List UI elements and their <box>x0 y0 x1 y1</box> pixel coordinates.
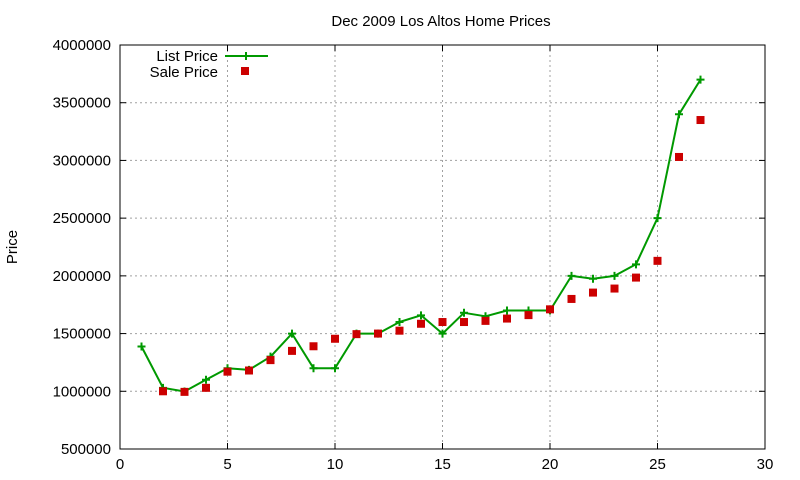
data-point-sale-price <box>331 334 339 343</box>
data-point-sale-price <box>266 356 275 365</box>
data-point-list-price <box>589 274 597 283</box>
x-tick-label: 15 <box>434 456 451 473</box>
data-point-sale-price <box>180 387 189 396</box>
data-point-list-price <box>567 271 576 280</box>
data-point-sale-price <box>309 342 318 351</box>
series-line-list-price <box>140 79 702 393</box>
y-tick-label: 3000000 <box>53 152 111 169</box>
series-sale-price <box>159 116 705 396</box>
data-point-sale-price <box>438 318 447 327</box>
series-layer <box>137 75 705 396</box>
data-point-sale-price <box>417 319 425 328</box>
x-tick-label: 10 <box>327 456 344 473</box>
x-tick-label: 25 <box>649 456 666 473</box>
y-tick-label: 2000000 <box>53 268 111 285</box>
data-point-sale-price <box>589 288 597 297</box>
data-point-sale-price <box>460 318 468 327</box>
data-point-list-price <box>632 260 640 269</box>
grid-lines <box>120 45 765 449</box>
legend: List Price Sale Price <box>150 48 268 81</box>
data-point-sale-price <box>696 116 705 125</box>
data-point-list-price <box>460 308 468 317</box>
x-tick-label: 30 <box>757 456 774 473</box>
data-point-sale-price <box>223 367 232 376</box>
data-point-sale-price <box>352 330 361 339</box>
data-point-sale-price <box>245 366 253 375</box>
chart-title: Dec 2009 Los Altos Home Prices <box>331 13 550 30</box>
y-tick-label: 500000 <box>61 441 111 458</box>
y-tick-label: 4000000 <box>53 37 111 54</box>
data-point-sale-price <box>567 294 576 303</box>
data-point-list-price <box>675 110 683 119</box>
data-point-list-price <box>137 342 146 351</box>
y-tick-label: 3500000 <box>53 95 111 112</box>
data-point-list-price <box>696 75 705 84</box>
data-point-list-price <box>331 364 339 373</box>
x-tick-label: 5 <box>223 456 231 473</box>
data-point-sale-price <box>503 314 511 323</box>
data-point-sale-price <box>159 387 167 396</box>
legend-label-list-price: List Price <box>156 48 218 65</box>
data-point-sale-price <box>546 305 554 314</box>
plot-frame <box>119 44 766 450</box>
data-point-list-price <box>503 306 511 315</box>
data-point-list-price <box>288 329 296 338</box>
data-point-list-price <box>653 214 662 223</box>
data-point-sale-price <box>653 256 662 265</box>
data-point-sale-price <box>374 329 382 338</box>
data-point-sale-price <box>395 326 404 335</box>
data-point-list-price <box>309 364 318 373</box>
legend-label-sale-price: Sale Price <box>150 64 218 81</box>
x-tick-label: 20 <box>542 456 559 473</box>
data-point-sale-price <box>675 152 683 161</box>
y-tick-label: 1000000 <box>53 383 111 400</box>
data-point-list-price <box>438 329 447 338</box>
data-point-sale-price <box>524 311 533 320</box>
data-point-list-price <box>610 271 619 280</box>
axis-ticks: 0 5 10 15 20 25 30 500000 1000000 1500000 2000000 2… <box>53 37 774 473</box>
data-point-list-price <box>202 375 210 384</box>
data-point-sale-price <box>202 383 210 392</box>
legend-marker-sale-price <box>241 67 249 75</box>
data-point-sale-price <box>288 346 296 355</box>
data-point-list-price <box>417 311 425 320</box>
y-axis-label: Price <box>4 230 21 264</box>
data-point-sale-price <box>481 316 490 325</box>
y-tick-label: 2500000 <box>53 210 111 227</box>
data-point-sale-price <box>610 284 619 293</box>
data-point-list-price <box>395 318 404 327</box>
legend-marker-list-price <box>242 52 250 60</box>
series-list-price <box>137 75 705 396</box>
y-tick-label: 1500000 <box>53 326 111 343</box>
data-point-sale-price <box>632 273 640 282</box>
x-tick-label: 0 <box>116 456 124 473</box>
